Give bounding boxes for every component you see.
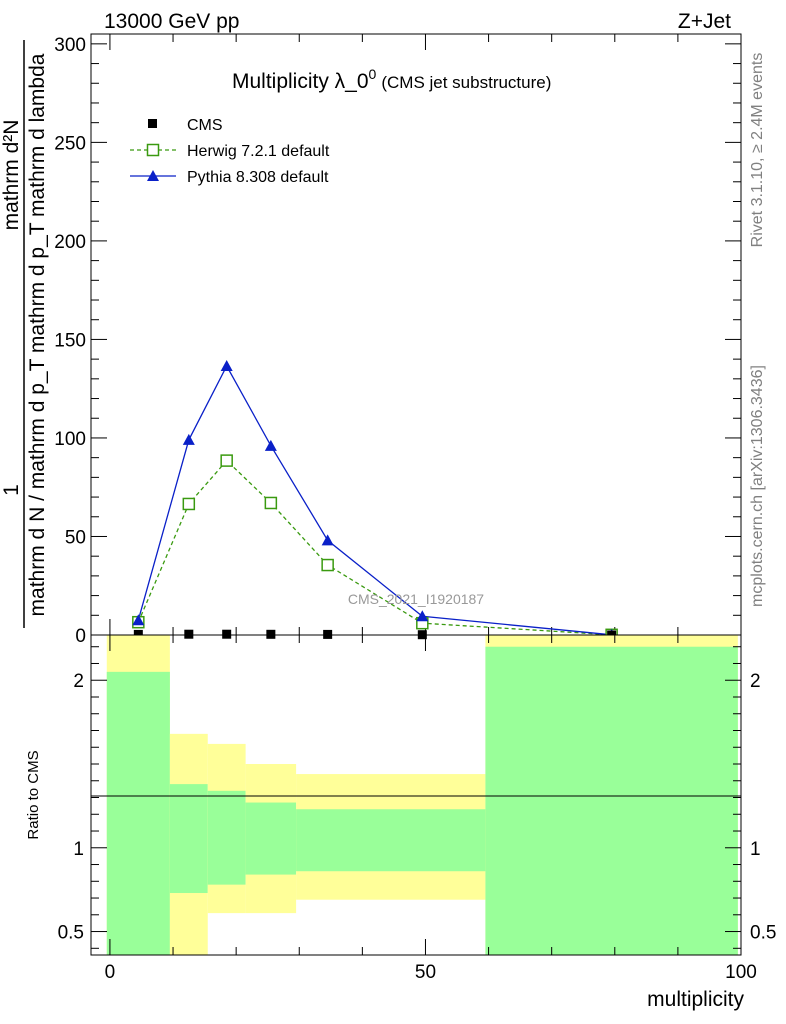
x-axis-label: multiplicity [647,988,744,1011]
y-axis-label-d2n: mathrm d²N [0,120,23,231]
x-tick-label: 0 [105,962,116,983]
herwig-line [137,459,612,636]
plot-title-main: Multiplicity λ_0 [232,70,369,93]
y-tick-label: 50 [65,527,86,548]
legend-label-herwig: Herwig 7.2.1 default [187,143,330,160]
ratio-band-inner [296,809,486,872]
legend-label-cms: CMS [187,117,223,134]
ratio-y-tick-label: 2 [73,671,84,692]
pythia-point [321,534,334,546]
process-label: Z+Jet [678,10,731,33]
legend-marker-herwig [146,143,160,157]
y-tick-label: 150 [54,330,86,351]
y-tick-label: 200 [54,232,86,253]
ratio-y-tick-label-right: 1 [750,839,761,860]
cms-point [184,629,194,639]
ratio-y-tick-label: 0.5 [58,923,84,944]
y-tick-label: 0 [75,626,86,647]
y-axis-label-numerator: 1 [0,484,23,496]
ratio-band-inner [169,784,208,894]
ratio-band-inner [485,646,738,955]
cms-point [133,629,143,639]
pythia-point [264,439,277,451]
plot-title: Multiplicity λ_00 (CMS jet substructure) [232,66,551,93]
plot-title-sub: (CMS jet substructure) [381,73,551,92]
pythia-point [220,360,233,372]
ratio-y-tick-label: 1 [73,839,84,860]
legend: CMS Herwig 7.2.1 default Pythia 8.308 de… [130,117,330,186]
cms-point [266,629,276,639]
cms-point [222,629,232,639]
pythia-point [132,614,145,626]
mcplots-label: mcplots.cern.ch [arXiv:1306.3436] [749,365,766,607]
legend-marker-pythia [147,170,159,181]
y-tick-label: 100 [54,429,86,450]
herwig-point [321,558,334,572]
ratio-axis-label: Ratio to CMS [25,750,42,839]
ratio-plot-panel: 0.5 0.5 1 1 2 2 0 50 100 [58,634,776,983]
herwig-point [264,496,278,510]
y-tick-label: 250 [54,133,86,154]
ratio-plot-frame [90,634,742,956]
ratio-band-inner [207,790,246,885]
pythia-point [416,610,429,622]
y-axis-label-denominator: mathrm d N / mathrm d p_T mathrm d p_T m… [26,53,49,616]
pythia-point [182,433,195,445]
legend-marker-cms [148,119,157,128]
x-tick-label: 100 [725,962,757,983]
y-tick-label: 300 [54,35,86,56]
plot-title-sup: 0 [369,66,377,82]
x-tick-label: 50 [415,962,436,983]
ratio-band-inner [245,802,297,875]
cms-point [323,629,333,639]
ratio-band-inner [106,671,170,955]
energy-label: 13000 GeV pp [104,10,239,33]
herwig-point [182,497,196,511]
analysis-watermark: CMS_2021_I1920187 [348,591,484,607]
ratio-y-tick-label-right: 2 [750,671,761,692]
ratio-y-tick-label-right: 0.5 [750,923,776,944]
herwig-point [220,454,233,467]
rivet-label: Rivet 3.1.10, ≥ 2.4M events [749,53,766,248]
main-plot-panel: 0 50 100 150 200 250 300 [54,33,742,647]
legend-label-pythia: Pythia 8.308 default [187,169,329,186]
